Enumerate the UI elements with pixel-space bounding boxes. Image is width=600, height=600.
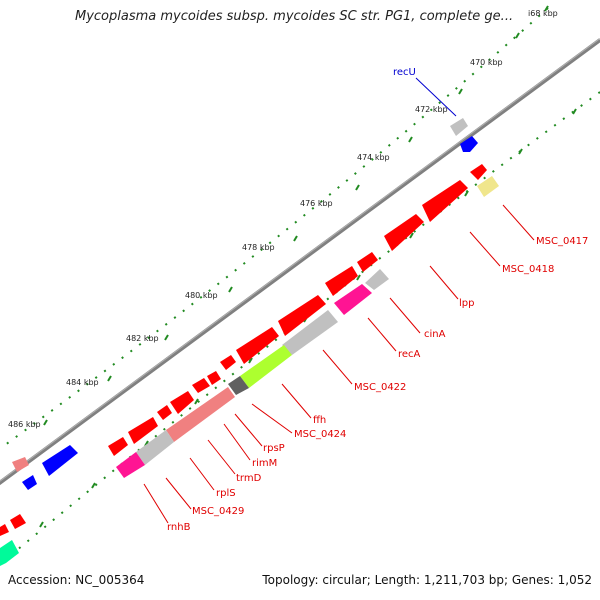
ruler-label: 474 kbp bbox=[357, 153, 390, 162]
gene-arrow[interactable] bbox=[278, 295, 326, 336]
gene-arrow[interactable] bbox=[282, 310, 338, 355]
genome-backbone bbox=[0, 38, 600, 486]
gene-arrow[interactable] bbox=[128, 417, 158, 444]
gene-arrow[interactable] bbox=[384, 214, 424, 251]
gene-arrow[interactable] bbox=[470, 164, 487, 180]
gene-arrow[interactable] bbox=[166, 387, 235, 442]
gene-arrow[interactable] bbox=[12, 457, 29, 472]
outer-major-ticks bbox=[43, 5, 549, 426]
genome-backbone-highlight bbox=[0, 38, 600, 482]
ruler-label: 478 kbp bbox=[242, 243, 275, 252]
accession-text: Accession: NC_005364 bbox=[8, 573, 145, 587]
gene-label-MSC_0424[interactable]: MSC_0424 bbox=[294, 429, 346, 440]
inner-ruler bbox=[4, 91, 600, 561]
ruler-label: 476 kbp bbox=[300, 199, 333, 208]
gene-label-recU[interactable]: recU bbox=[393, 67, 416, 78]
gene-arrow[interactable] bbox=[192, 378, 210, 393]
gene-label-trmD[interactable]: trmD bbox=[236, 473, 262, 484]
gene-arrow[interactable] bbox=[422, 180, 468, 222]
ruler-labels: i68 kbp 470 kbp 472 kbp 474 kbp 476 kbp … bbox=[8, 9, 558, 429]
gene-label-cinA[interactable]: cinA bbox=[424, 329, 446, 340]
gene-arrow[interactable] bbox=[240, 345, 292, 388]
gene-arrow[interactable] bbox=[450, 118, 468, 136]
gene-arrow[interactable] bbox=[22, 475, 37, 490]
gene-arrow[interactable] bbox=[365, 269, 389, 290]
gene-arrow[interactable] bbox=[460, 136, 478, 152]
gene-arrow[interactable] bbox=[228, 376, 249, 395]
outer-ruler bbox=[4, 7, 549, 446]
gene-arrow[interactable] bbox=[220, 355, 236, 370]
gene-label-ffh[interactable]: ffh bbox=[313, 415, 326, 426]
ruler-label: i68 kbp bbox=[528, 9, 558, 18]
gene-arrow[interactable] bbox=[157, 405, 172, 420]
ruler-label: 482 kbp bbox=[126, 334, 159, 343]
genome-summary-text: Topology: circular; Length: 1,211,703 bp… bbox=[262, 573, 592, 587]
ruler-label: 486 kbp bbox=[8, 420, 41, 429]
gene-arrow[interactable] bbox=[10, 514, 26, 529]
gene-arrow[interactable] bbox=[357, 252, 378, 272]
gene-labels: recU MSC_0417 MSC_0418 lpp cinA recA MSC… bbox=[167, 67, 588, 533]
gene-label-lpp[interactable]: lpp bbox=[459, 298, 474, 309]
gene-arrow[interactable] bbox=[136, 430, 174, 465]
gene-arrow[interactable] bbox=[334, 284, 372, 315]
inner-major-ticks bbox=[39, 108, 577, 528]
gene-arrow[interactable] bbox=[0, 540, 19, 566]
gene-label-MSC_0417[interactable]: MSC_0417 bbox=[536, 236, 588, 247]
gene-label-recA[interactable]: recA bbox=[398, 349, 421, 360]
ruler-label: 472 kbp bbox=[415, 105, 448, 114]
gene-arrow[interactable] bbox=[236, 327, 279, 364]
gene-label-rpsP[interactable]: rpsP bbox=[263, 443, 285, 454]
gene-arrow[interactable] bbox=[42, 445, 78, 476]
gene-arrow[interactable] bbox=[108, 437, 128, 456]
ruler-label: 484 kbp bbox=[66, 378, 99, 387]
map-title: Mycoplasma mycoides subsp. mycoides SC s… bbox=[75, 9, 514, 24]
gene-arrow[interactable] bbox=[207, 371, 221, 385]
gene-arrow[interactable] bbox=[170, 391, 194, 414]
leader-lines bbox=[143, 77, 535, 524]
gene-arrow[interactable] bbox=[325, 266, 358, 296]
ruler-label: 470 kbp bbox=[470, 58, 503, 67]
gene-arrow[interactable] bbox=[0, 524, 9, 536]
gene-label-MSC_0422[interactable]: MSC_0422 bbox=[354, 382, 406, 393]
gene-label-MSC_0429[interactable]: MSC_0429 bbox=[192, 506, 244, 517]
gene-arrow[interactable] bbox=[116, 452, 145, 478]
gene-label-MSC_0418[interactable]: MSC_0418 bbox=[502, 264, 554, 275]
ruler-label: 480 kbp bbox=[185, 291, 218, 300]
gene-label-rnhB[interactable]: rnhB bbox=[167, 522, 191, 533]
gene-arrow[interactable] bbox=[477, 176, 499, 197]
genes-reverse[interactable] bbox=[0, 176, 499, 566]
genes-forward[interactable] bbox=[0, 118, 487, 536]
gene-label-rimM[interactable]: rimM bbox=[252, 458, 277, 469]
gene-label-rplS[interactable]: rplS bbox=[216, 488, 236, 499]
